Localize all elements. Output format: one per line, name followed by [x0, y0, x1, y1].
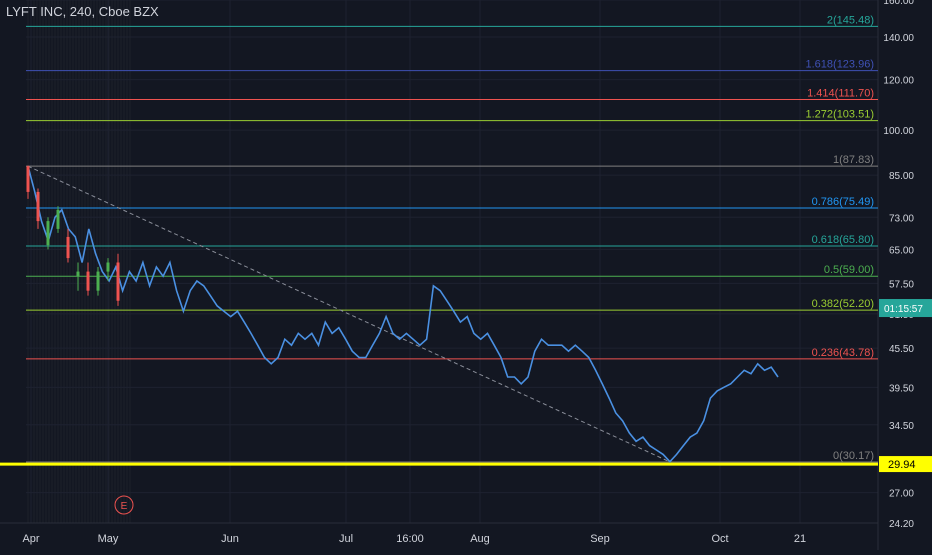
x-tick-label: May	[98, 533, 119, 545]
price-line	[27, 165, 779, 463]
earnings-marker-label: E	[121, 501, 128, 512]
fib-level-label: 0.5(59.00)	[824, 264, 874, 276]
fib-level-label: 0(30.17)	[833, 450, 874, 462]
x-tick-label: Sep	[590, 533, 610, 545]
fib-level-label: 2(145.48)	[827, 14, 874, 26]
x-tick-label: Jun	[221, 533, 239, 545]
fib-level-label: 1.272(103.51)	[806, 109, 875, 121]
earnings-marker-circle	[114, 495, 134, 515]
candle-body	[76, 271, 80, 277]
fib-level-label: 0.618(65.80)	[812, 234, 874, 246]
candle-body	[46, 221, 50, 246]
fib-level-label: 1.618(123.96)	[806, 59, 875, 71]
candle-body	[86, 271, 90, 291]
x-tick-label: Oct	[711, 533, 728, 545]
y-tick-label: 39.50	[889, 383, 914, 394]
y-tick-label: 120.00	[883, 76, 914, 87]
candle-body	[26, 166, 30, 192]
y-tick-label: 57.50	[889, 279, 914, 290]
y-tick-label: 100.00	[883, 126, 914, 137]
chart-title: LYFT INC, 240, Cboe BZX	[6, 4, 159, 19]
y-tick-label: 140.00	[883, 33, 914, 44]
fib-level-label: 0.786(75.49)	[812, 196, 874, 208]
current-price-badge	[879, 456, 932, 473]
x-tick-label: 21	[794, 533, 806, 545]
candle-body	[66, 236, 70, 259]
candle-body	[96, 271, 100, 291]
fib-level-label: 0.382(52.20)	[812, 298, 874, 310]
fib-level-label: 0.236(43.78)	[812, 347, 874, 359]
y-tick-label: 160.00	[883, 0, 914, 7]
y-tick-label: 45.50	[889, 344, 914, 355]
time-badge	[879, 299, 932, 318]
time-badge-text: 01:15:57	[884, 304, 923, 315]
y-tick-label: 73.00	[889, 213, 914, 224]
x-tick-label: Jul	[339, 533, 353, 545]
candle-body	[106, 262, 110, 272]
y-tick-label: 65.00	[889, 245, 914, 256]
x-tick-label: Apr	[22, 533, 39, 545]
candle-body	[56, 209, 60, 229]
y-tick-label: 85.00	[889, 171, 914, 182]
candle-body	[116, 262, 120, 301]
fib-level-label: 1.414(111.70)	[807, 88, 874, 100]
x-tick-label: Aug	[470, 533, 490, 545]
y-tick-label: 24.20	[889, 519, 914, 530]
candle-body	[36, 191, 40, 222]
y-tick-label: 34.50	[889, 421, 914, 432]
fib-level-label: 1(87.83)	[833, 154, 874, 166]
current-price-badge-text: 29.94	[888, 459, 916, 471]
x-tick-label: 16:00	[396, 533, 424, 545]
y-tick-label: 27.00	[889, 489, 914, 500]
trendline	[27, 165, 671, 463]
